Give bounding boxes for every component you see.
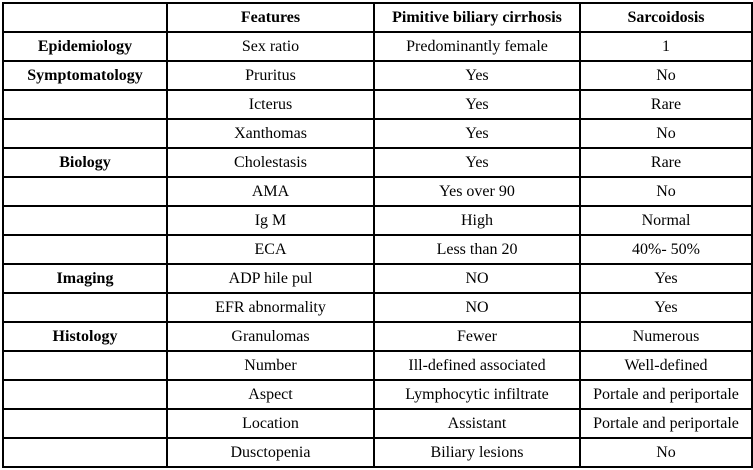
feature-cell: EFR abnormality [166,292,375,323]
sarcoidosis-cell: Well-defined [579,350,753,381]
category-cell [2,292,168,323]
feature-cell: Aspect [166,379,375,410]
category-cell: Symptomatology [2,60,168,91]
category-cell: Histology [2,321,168,352]
header-cell-pbc: Pimitive biliary cirrhosis [373,2,581,33]
sarcoidosis-cell: Normal [579,205,753,236]
table-row: Symptomatology Pruritus Yes No [2,60,753,91]
category-cell [2,118,168,149]
category-cell [2,176,168,207]
pbc-cell: Yes over 90 [373,176,581,207]
table-row: Epidemiology Sex ratio Predominantly femal… [2,31,753,62]
sarcoidosis-cell: No [579,118,753,149]
feature-cell: AMA [166,176,375,207]
feature-cell: Number [166,350,375,381]
sarcoidosis-cell: No [579,437,753,468]
table-row: Dusctopenia Biliary lesions No [2,437,753,468]
table-row: Biology Cholestasis Yes Rare [2,147,753,178]
table-row: Ig M High Normal [2,205,753,236]
feature-cell: Location [166,408,375,439]
table-row: Histology Granulomas Fewer Numerous [2,321,753,352]
table-row: Aspect Lymphocytic infiltrate Portale and … [2,379,753,410]
table-row: Number Ill-defined associated Well-defined [2,350,753,381]
pbc-cell: NO [373,263,581,294]
category-cell [2,205,168,236]
pbc-cell: Yes [373,118,581,149]
category-cell [2,437,168,468]
feature-cell: ADP hile pul [166,263,375,294]
pbc-cell: Predominantly female [373,31,581,62]
sarcoidosis-cell: 40%- 50% [579,234,753,265]
feature-cell: Xanthomas [166,118,375,149]
pbc-cell: High [373,205,581,236]
header-cell-sarcoidosis: Sarcoidosis [579,2,753,33]
category-cell [2,234,168,265]
sarcoidosis-cell: No [579,176,753,207]
sarcoidosis-cell: No [579,60,753,91]
feature-cell: Icterus [166,89,375,120]
feature-cell: Ig M [166,205,375,236]
table-body: Epidemiology Sex ratio Predominantly femal… [2,31,753,468]
pbc-cell: Less than 20 [373,234,581,265]
table-row: Location Assistant Portale and periportale [2,408,753,439]
pbc-cell: Yes [373,147,581,178]
pbc-cell: Biliary lesions [373,437,581,468]
table-row: Imaging ADP hile pul NO Yes [2,263,753,294]
sarcoidosis-cell: 1 [579,31,753,62]
category-cell: Biology [2,147,168,178]
sarcoidosis-cell: Numerous [579,321,753,352]
feature-cell: Pruritus [166,60,375,91]
feature-cell: Dusctopenia [166,437,375,468]
table-row: ECA Less than 20 40%- 50% [2,234,753,265]
pbc-cell: Yes [373,89,581,120]
category-cell [2,89,168,120]
feature-cell: Sex ratio [166,31,375,62]
sarcoidosis-cell: Rare [579,147,753,178]
category-cell [2,350,168,381]
category-cell: Imaging [2,263,168,294]
category-cell [2,379,168,410]
header-cell-category [2,2,168,33]
sarcoidosis-cell: Portale and periportale [579,408,753,439]
feature-cell: Granulomas [166,321,375,352]
header-row: Features Pimitive biliary cirrhosis Sarc… [2,2,753,33]
table-row: AMA Yes over 90 No [2,176,753,207]
table-row: EFR abnormality NO Yes [2,292,753,323]
feature-cell: ECA [166,234,375,265]
category-cell: Epidemiology [2,31,168,62]
sarcoidosis-cell: Portale and periportale [579,379,753,410]
feature-cell: Cholestasis [166,147,375,178]
pbc-cell: NO [373,292,581,323]
pbc-cell: Ill-defined associated [373,350,581,381]
header-cell-features: Features [166,2,375,33]
sarcoidosis-cell: Yes [579,292,753,323]
sarcoidosis-cell: Rare [579,89,753,120]
pbc-cell: Lymphocytic infiltrate [373,379,581,410]
sarcoidosis-cell: Yes [579,263,753,294]
pbc-cell: Fewer [373,321,581,352]
category-cell [2,408,168,439]
pbc-cell: Assistant [373,408,581,439]
pbc-cell: Yes [373,60,581,91]
table-row: Icterus Yes Rare [2,89,753,120]
table-row: Xanthomas Yes No [2,118,753,149]
